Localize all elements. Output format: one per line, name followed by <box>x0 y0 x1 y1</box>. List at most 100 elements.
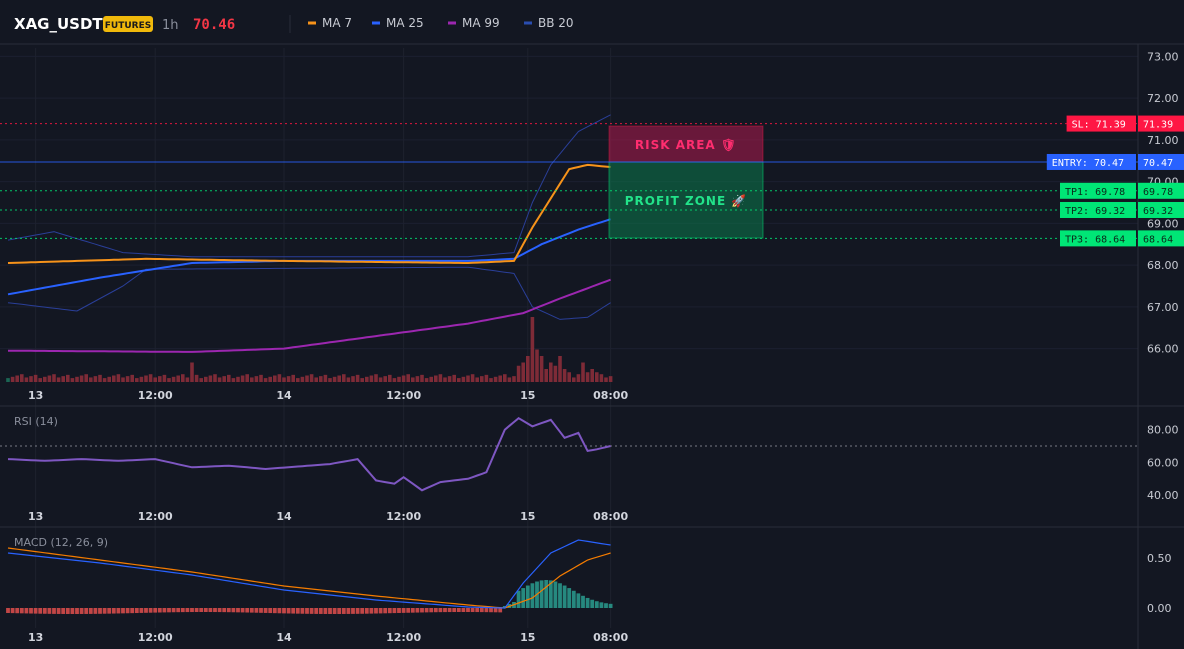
risk-area <box>608 125 764 163</box>
macd-pane[interactable] <box>6 539 613 614</box>
volume-bar <box>204 376 208 382</box>
volume-bar <box>314 377 318 382</box>
macd-histogram-bar <box>429 608 434 613</box>
volume-bar <box>213 374 217 382</box>
volume-bar <box>135 378 139 382</box>
tp2-price-tag: 69.32 <box>1143 206 1173 217</box>
profit-zone-label: PROFIT ZONE 🚀 <box>625 194 748 208</box>
volume-bar <box>493 376 498 382</box>
volume-bar <box>332 376 337 382</box>
volume-bar <box>489 378 493 382</box>
macd-histogram-bar <box>300 608 305 614</box>
macd-histogram-bar <box>581 595 585 608</box>
macd-histogram-bar <box>231 608 236 613</box>
symbol-name[interactable]: XAG_USDT <box>14 15 103 33</box>
ma99-line <box>8 278 611 353</box>
volume-bar <box>167 378 171 382</box>
volume-bar <box>300 376 305 382</box>
macd-histogram-bar <box>19 608 24 614</box>
macd-histogram-bar <box>530 583 535 608</box>
macd-histogram-bar <box>295 608 300 614</box>
macd-histogram-bar <box>438 608 443 613</box>
profit-zone <box>608 161 764 239</box>
macd-histogram-bar <box>213 608 217 613</box>
volume-bar <box>595 372 599 382</box>
time-label-0-5: 08:00 <box>593 389 628 402</box>
macd-histogram-bar <box>374 608 378 614</box>
volume-bar <box>498 375 502 382</box>
macd-histogram-bar <box>116 608 121 614</box>
volume-bar <box>535 349 539 382</box>
volume-bar <box>342 374 346 382</box>
volume-bar <box>116 374 121 382</box>
volume-bar <box>549 362 553 382</box>
indicator-legend: MA 7 MA 25 MA 99 BB 20 <box>308 16 574 30</box>
volume-bar <box>56 377 61 382</box>
macd-histogram-bar <box>585 597 590 608</box>
time-label-2-4: 15 <box>520 631 535 644</box>
bb-upper-line <box>7 114 611 258</box>
macd-histogram-bar <box>29 608 33 614</box>
time-label-1-2: 14 <box>276 510 292 523</box>
volume-bar <box>254 376 259 382</box>
macd-histogram-bar <box>571 590 576 608</box>
macd-histogram-bar <box>107 608 112 614</box>
volume-bar <box>457 378 461 382</box>
volume-bar <box>112 375 116 382</box>
macd-histogram-bar <box>355 608 360 614</box>
volume-bar <box>590 369 594 382</box>
price-tick-0: 73.00 <box>1147 50 1179 63</box>
trade-zones: RISK AREA 🛡 PROFIT ZONE 🚀 <box>608 125 764 239</box>
macd-histogram-bar <box>222 608 227 613</box>
rsi-pane[interactable] <box>0 416 1138 492</box>
rsi-line <box>7 416 611 492</box>
price-pane[interactable] <box>6 0 613 382</box>
macd-histogram-bar <box>203 608 208 613</box>
entry-tag-bg <box>1046 153 1136 170</box>
macd-histogram-bar <box>102 608 107 614</box>
macd-histogram-bar <box>309 608 314 614</box>
macd-histogram-bar <box>208 608 213 613</box>
trade-level-lines <box>0 123 1138 239</box>
macd-title: MACD (12, 26, 9) <box>14 536 108 549</box>
grid-lines <box>0 43 1184 649</box>
time-label-0-2: 14 <box>276 389 292 402</box>
volume-bar <box>282 377 286 382</box>
macd-histogram-bar <box>286 608 291 614</box>
risk-area-label: RISK AREA 🛡 <box>635 138 737 152</box>
tp3-price-tag-bg <box>1138 230 1184 247</box>
macd-histogram-bar <box>553 581 558 608</box>
volume-bar <box>466 375 470 382</box>
macd-histogram-bar <box>226 608 231 613</box>
tp3-price-tag: 68.64 <box>1143 234 1173 245</box>
macd-histogram-bar <box>332 608 337 614</box>
macd-histogram-bar <box>277 608 282 614</box>
macd-histogram-bar <box>424 608 429 613</box>
legend-label-1: MA 25 <box>386 16 424 30</box>
volume-bar <box>585 372 590 382</box>
macd-histogram-bar <box>130 608 135 614</box>
macd-histogram-bar <box>346 608 351 614</box>
price-tick-1: 72.00 <box>1147 92 1179 105</box>
volume-bar <box>217 377 222 382</box>
macd-histogram-bar <box>489 608 493 613</box>
macd-histogram-bar <box>268 608 273 614</box>
macd-histogram-bar <box>493 608 498 613</box>
macd-histogram-bar <box>466 608 470 613</box>
macd-histogram-bar <box>544 580 549 608</box>
macd-histogram-bar <box>199 608 204 613</box>
volume-bar <box>291 374 295 382</box>
tp1-price-tag-bg <box>1138 182 1184 199</box>
volume-bar <box>20 374 24 382</box>
macd-histogram-bar <box>272 608 277 614</box>
macd-histogram-bar <box>341 608 346 614</box>
macd-histogram-bar <box>263 608 268 613</box>
volume-bar <box>434 375 438 382</box>
volume-bar <box>558 356 562 382</box>
volume-bar <box>66 374 70 382</box>
volume-bar <box>263 378 268 382</box>
volume-bar <box>102 378 107 382</box>
sl-price-tag-bg <box>1138 115 1184 132</box>
interval-label[interactable]: 1h <box>162 18 179 33</box>
